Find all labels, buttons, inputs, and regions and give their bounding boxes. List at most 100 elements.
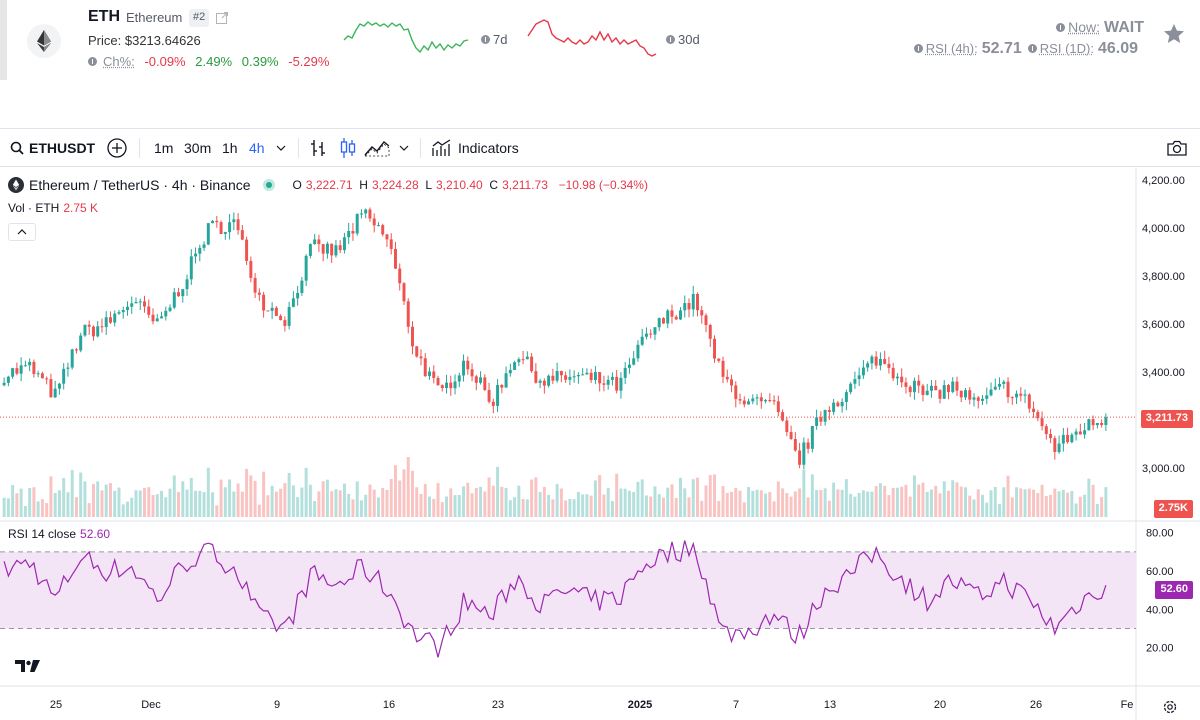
interval-4h[interactable]: 4h (249, 140, 265, 156)
candle-body (279, 315, 283, 321)
candle-body (500, 384, 504, 388)
candlestick-chart[interactable]: 4,200.00 4,000.00 3,800.00 3,600.00 3,400.00… (0, 168, 1200, 720)
candle-body (228, 222, 232, 233)
symbol-search-button[interactable]: ETHUSDT (10, 129, 95, 167)
candle-body (36, 373, 40, 375)
candle-body (1032, 408, 1036, 412)
interval-1m[interactable]: 1m (154, 140, 174, 156)
volume-bar (104, 484, 108, 517)
candle-body (330, 243, 334, 256)
rsi-1d-value: 46.09 (1097, 40, 1138, 57)
volume-bar (245, 468, 249, 517)
camera-icon[interactable] (1166, 139, 1188, 157)
chart-type-dropdown-button[interactable] (399, 129, 409, 167)
info-icon[interactable] (88, 57, 97, 66)
volume-bar (457, 495, 461, 517)
candle-body (160, 316, 164, 319)
signal-now: Now: WAIT (1056, 19, 1144, 37)
candle-body (564, 375, 568, 380)
interval-1h[interactable]: 1h (222, 140, 238, 156)
volume-bar (415, 487, 419, 517)
volume-bar (474, 487, 478, 517)
candle-body (1074, 431, 1078, 435)
candle-body (11, 368, 15, 377)
candle-body (1083, 430, 1087, 435)
time-tick-label: 2025 (628, 699, 652, 711)
candle-body (632, 358, 636, 365)
interval-30m[interactable]: 30m (184, 140, 212, 156)
volume-bar (66, 492, 70, 517)
indicators-button[interactable]: Indicators (432, 129, 519, 167)
candle-body (474, 376, 478, 383)
change-2: 2.49% (195, 54, 233, 69)
candle-body (964, 390, 967, 398)
legend-low: 3,210.40 (436, 178, 483, 192)
candle-body (189, 256, 193, 280)
info-icon[interactable] (481, 35, 490, 44)
volume-bar (640, 479, 644, 517)
volume-bar (968, 495, 972, 517)
volume-bar (79, 472, 83, 517)
candle-body (185, 279, 189, 290)
volume-bar (1040, 484, 1044, 517)
candle-body (589, 372, 593, 381)
volume-bar (870, 491, 874, 517)
volume-bar (1074, 503, 1078, 517)
volume-bar (389, 478, 393, 517)
volume-bar (878, 483, 882, 517)
candle-body (70, 349, 74, 368)
candle-body (359, 213, 363, 215)
settings-gear-icon[interactable] (1162, 699, 1178, 715)
spark-7d-label[interactable]: 7d (481, 32, 507, 47)
compare-symbol-button[interactable] (106, 129, 128, 167)
candle-body (734, 385, 738, 400)
tradingview-logo-icon[interactable] (14, 658, 42, 674)
interval-dropdown-button[interactable] (276, 129, 286, 167)
price-tick-label: 4,200.00 (1142, 175, 1185, 187)
candle-body (151, 314, 155, 322)
volume-bar (815, 490, 819, 517)
price-tick-label: 3,600.00 (1142, 319, 1185, 331)
volume-bar (359, 500, 363, 517)
candle-body (91, 326, 95, 337)
volume-bar (504, 488, 508, 517)
bar-style-button[interactable] (310, 129, 326, 167)
info-icon[interactable] (666, 35, 675, 44)
volume-bar (1078, 496, 1082, 517)
price-tick-label: 3,000.00 (1142, 463, 1185, 475)
rsi-legend: RSI 14 close 52.60 (8, 527, 110, 541)
volume-bar (632, 491, 636, 517)
volume-bar (1019, 488, 1023, 517)
chart-area[interactable]: 4,200.00 4,000.00 3,800.00 3,600.00 3,400.00… (0, 168, 1200, 720)
volume-bar (334, 489, 338, 517)
signal-value: WAIT (1104, 19, 1144, 36)
volume-bar (172, 475, 176, 517)
candle-body (6, 376, 10, 383)
price-value: $3213.64626 (124, 33, 201, 48)
candle-body (908, 386, 912, 393)
candle-body (164, 310, 168, 317)
volume-bar (513, 497, 517, 517)
info-icon[interactable] (1056, 23, 1066, 32)
volume-bar (453, 495, 457, 517)
spark-30d-label[interactable]: 30d (666, 32, 700, 47)
info-icon[interactable] (1027, 44, 1037, 53)
volume-bar (998, 504, 1002, 517)
volume-bar (381, 487, 385, 517)
volume-bar (661, 497, 665, 517)
legend-close: 3,211.73 (502, 178, 548, 192)
favorite-star-icon[interactable] (1162, 22, 1186, 46)
volume-bar (891, 487, 895, 517)
volume-bar (470, 493, 474, 517)
candle-body (572, 376, 576, 378)
area-style-button[interactable] (364, 129, 390, 167)
volume-bar (11, 485, 15, 517)
external-link-icon[interactable] (215, 11, 229, 25)
info-icon[interactable] (913, 44, 923, 53)
candle-body (257, 292, 261, 295)
collapse-legend-button[interactable] (8, 223, 36, 241)
time-tick-label: 20 (934, 699, 946, 711)
candle-style-button[interactable] (339, 129, 357, 167)
volume-bar (989, 490, 993, 517)
price-label: Price: (88, 33, 122, 48)
